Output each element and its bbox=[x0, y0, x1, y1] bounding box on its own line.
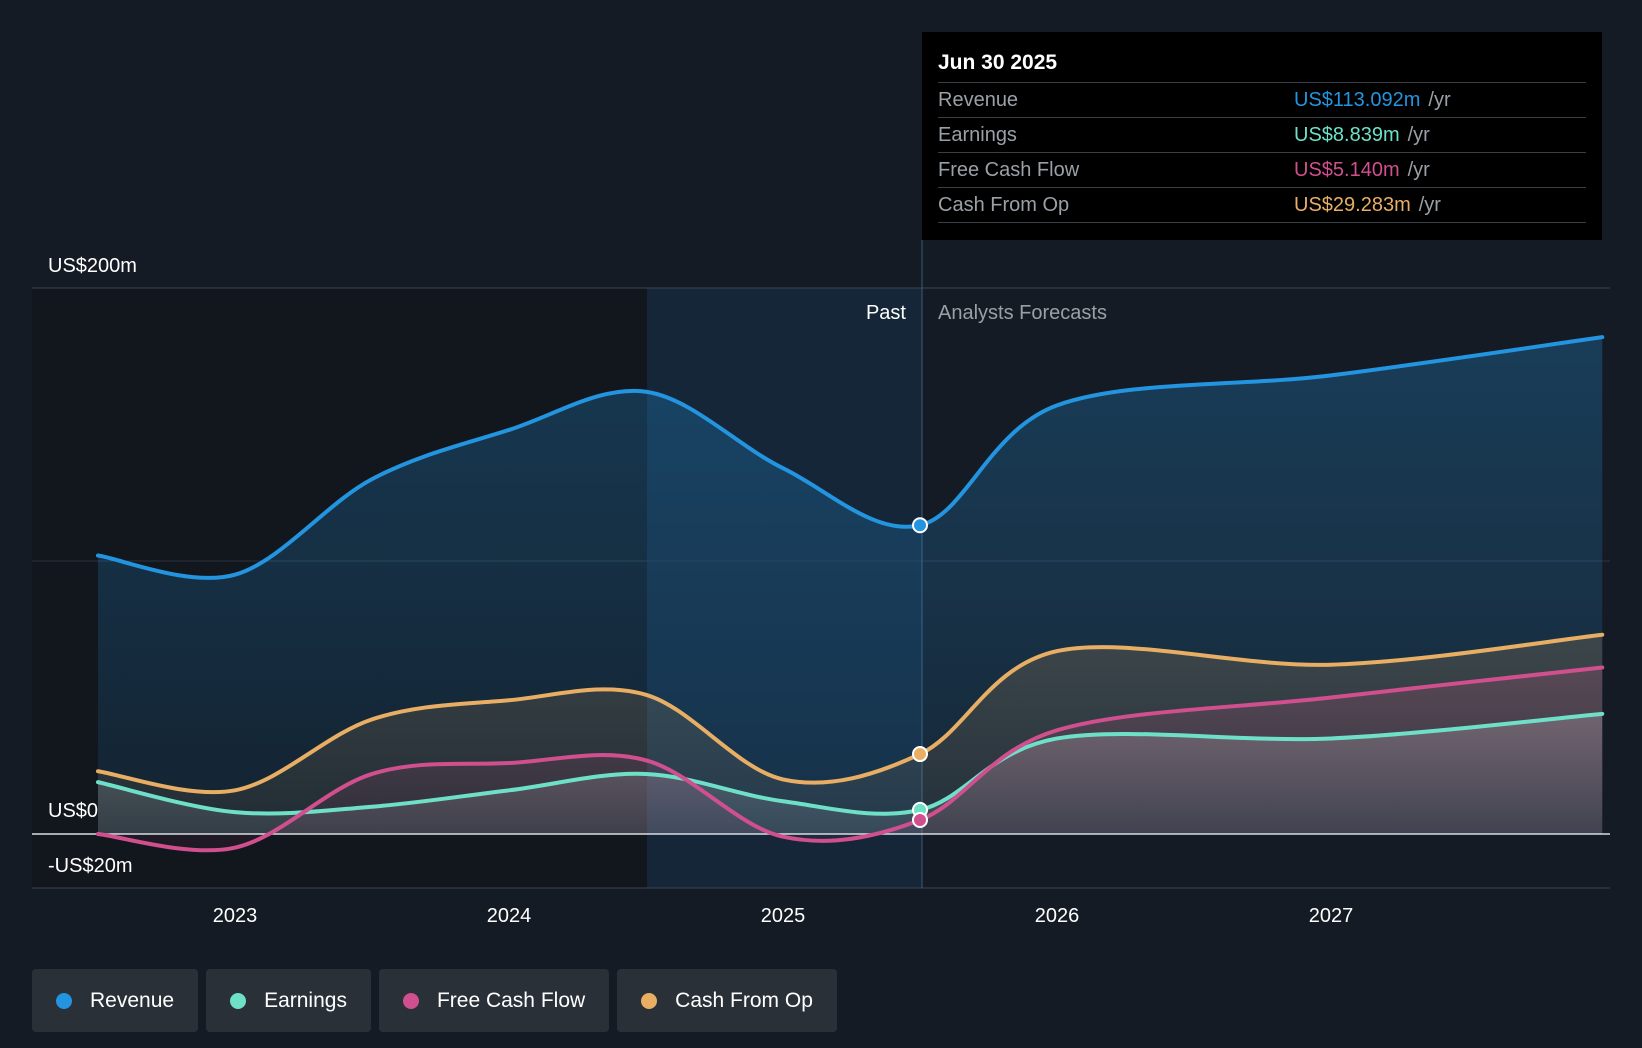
tooltip-label: Revenue bbox=[938, 89, 1019, 111]
legend-label: Free Cash Flow bbox=[436, 988, 586, 1012]
tooltip-value: US$29.283m bbox=[1294, 194, 1411, 216]
legend-item-earnings[interactable]: Earnings bbox=[206, 969, 371, 1032]
tooltip-row-cash-from-op: Cash From Op US$29.283m /yr bbox=[938, 188, 1586, 223]
earnings-line bbox=[96, 711, 1605, 816]
cash-from-op-marker[interactable] bbox=[912, 746, 928, 763]
cash-from-op-line bbox=[96, 632, 1605, 795]
tooltip-label: Earnings bbox=[938, 124, 1017, 146]
y-label-top: US$200m bbox=[48, 255, 137, 277]
tooltip-value: US$113.092m bbox=[1294, 89, 1421, 111]
legend: Revenue Earnings Free Cash Flow Cash Fro… bbox=[32, 969, 837, 1032]
revenue-marker[interactable] bbox=[912, 517, 928, 534]
tooltip-row-revenue: Revenue US$113.092m /yr bbox=[938, 83, 1586, 118]
tooltip: Jun 30 2025 Revenue US$113.092m /yr Earn… bbox=[922, 32, 1602, 240]
tooltip-label: Free Cash Flow bbox=[938, 159, 1080, 181]
revenue-line bbox=[96, 335, 1605, 580]
tooltip-date: Jun 30 2025 bbox=[938, 50, 1586, 83]
x-tick-label: 2023 bbox=[213, 905, 258, 927]
x-tick-label: 2025 bbox=[761, 905, 806, 927]
legend-item-free-cash-flow[interactable]: Free Cash Flow bbox=[378, 969, 610, 1032]
cash-from-op-area bbox=[98, 634, 1603, 834]
tooltip-unit: /yr bbox=[1428, 89, 1451, 111]
tooltip-label: Cash From Op bbox=[938, 194, 1070, 216]
legend-item-cash-from-op[interactable]: Cash From Op bbox=[617, 969, 837, 1032]
tooltip-value: US$5.140m bbox=[1294, 159, 1400, 181]
free-cash-flow-marker[interactable] bbox=[912, 811, 928, 828]
tooltip-unit: /yr bbox=[1418, 194, 1441, 216]
tooltip-row-free-cash-flow: Free Cash Flow US$5.140m /yr bbox=[938, 153, 1586, 188]
tooltip-row-earnings: Earnings US$8.839m /yr bbox=[938, 118, 1586, 153]
past-label: Past bbox=[866, 302, 906, 324]
cash-from-op-dot-icon bbox=[641, 992, 658, 1009]
legend-label: Revenue bbox=[90, 988, 175, 1012]
y-label-bottom: -US$20m bbox=[48, 855, 132, 877]
x-tick-label: 2027 bbox=[1309, 905, 1354, 927]
y-label-zero: US$0 bbox=[48, 800, 98, 822]
tooltip-unit: /yr bbox=[1407, 159, 1430, 181]
revenue-dot-icon bbox=[56, 992, 72, 1009]
free-cash-flow-line bbox=[96, 665, 1605, 853]
legend-item-revenue[interactable]: Revenue bbox=[32, 969, 199, 1032]
legend-label: Cash From Op bbox=[675, 988, 813, 1012]
legend-label: Earnings bbox=[264, 988, 347, 1012]
earnings-dot-icon bbox=[230, 992, 247, 1009]
tooltip-unit: /yr bbox=[1407, 124, 1430, 146]
free-cash-flow-dot-icon bbox=[402, 992, 419, 1009]
x-tick-label: 2024 bbox=[487, 905, 532, 927]
x-tick-label: 2026 bbox=[1035, 905, 1080, 927]
forecast-label: Analysts Forecasts bbox=[938, 302, 1107, 324]
tooltip-value: US$8.839m bbox=[1294, 124, 1400, 146]
